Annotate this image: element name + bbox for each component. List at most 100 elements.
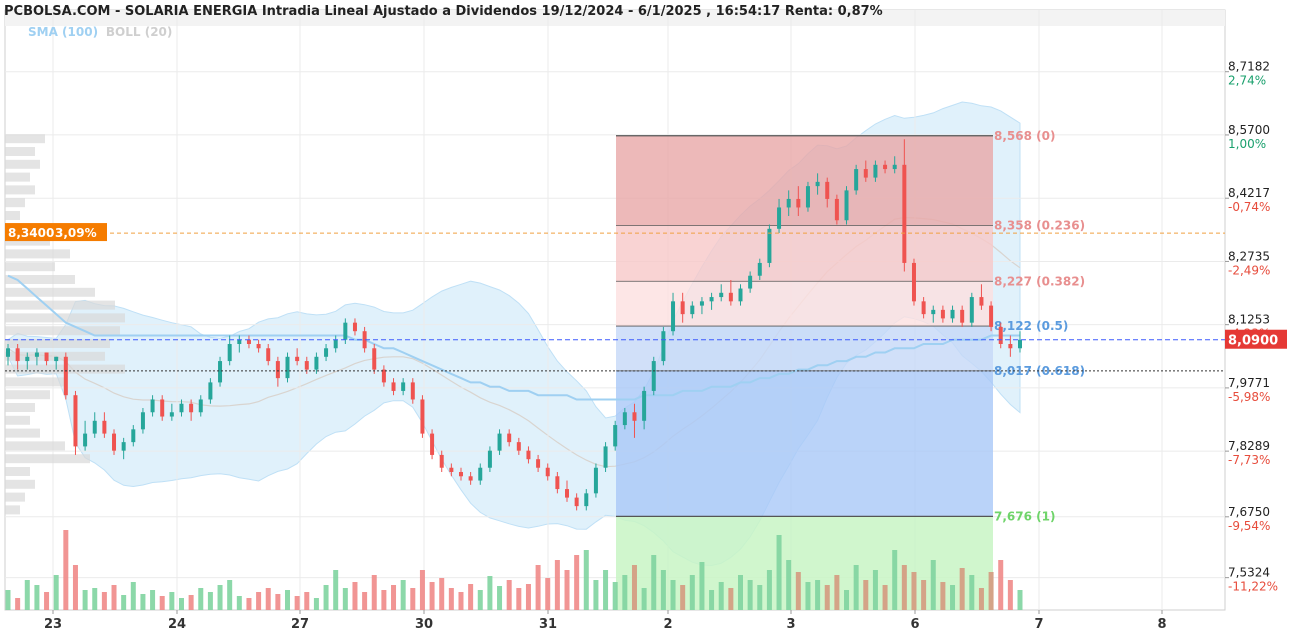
volume-bar xyxy=(603,570,609,610)
volume-bar xyxy=(795,572,801,610)
fib-zone-below xyxy=(616,516,993,610)
volume-bar xyxy=(448,588,454,610)
candle-body xyxy=(873,164,878,178)
volume-bar xyxy=(159,596,165,610)
candle-body xyxy=(208,382,213,400)
candle-body xyxy=(198,399,203,413)
volume-bar xyxy=(362,592,368,610)
volume-bar xyxy=(1017,590,1023,610)
volume-bar xyxy=(506,580,512,610)
chart-title: PCBOLSA.COM - SOLARIA ENERGIA Intradia L… xyxy=(4,4,883,19)
candle-body xyxy=(719,292,724,298)
volume-bar xyxy=(622,575,628,610)
volume-profile-bar xyxy=(5,159,40,169)
candle-body xyxy=(911,262,916,302)
volume-bar xyxy=(911,572,917,610)
candle-body xyxy=(883,164,888,170)
sma-line xyxy=(7,274,1020,401)
volume-profile-bar xyxy=(5,275,75,284)
volume-bar xyxy=(217,585,223,610)
volume-profile-bar xyxy=(5,441,65,451)
volume-bar xyxy=(824,585,830,610)
volume-bar xyxy=(882,585,888,610)
volume-bar xyxy=(564,570,570,610)
candle-body xyxy=(960,309,965,323)
candle-body xyxy=(439,454,444,468)
candle-body xyxy=(632,412,637,421)
volume-bar xyxy=(680,585,686,610)
candle-body xyxy=(844,190,849,221)
candle-body xyxy=(15,348,20,362)
volume-bar xyxy=(121,595,127,610)
candle-body xyxy=(362,331,367,349)
candle-body xyxy=(295,356,300,362)
volume-bar xyxy=(256,592,262,610)
volume-bar xyxy=(998,560,1004,610)
y-tick-pct: -0,74% xyxy=(1228,200,1270,214)
volume-profile-bar xyxy=(5,454,90,464)
volume-bar xyxy=(246,598,252,610)
candle-body xyxy=(651,361,656,391)
reference-tag-pct: 3,09% xyxy=(55,226,97,240)
volume-profile-bar xyxy=(5,147,35,156)
candle-body xyxy=(391,382,396,391)
candle-body xyxy=(275,361,280,379)
candle-body xyxy=(931,309,936,315)
fib-level-label: 8,358 (0.236) xyxy=(994,218,1085,232)
volume-bar xyxy=(63,530,69,610)
y-tick-label: 8,7182 xyxy=(1228,60,1270,74)
legend-sma[interactable]: SMA (100) xyxy=(28,25,99,39)
candle-body xyxy=(989,305,994,327)
candle-body xyxy=(6,348,10,357)
volume-profile-bar xyxy=(5,377,65,387)
y-tick-label: 8,5700 xyxy=(1228,123,1270,137)
candle-body xyxy=(218,361,223,383)
candle-body xyxy=(536,459,541,468)
candle-body xyxy=(343,322,348,340)
candle-body xyxy=(671,301,676,332)
volume-bar xyxy=(140,594,146,610)
volume-bar xyxy=(304,592,310,610)
volume-bar xyxy=(516,588,522,610)
x-tick-label: 3 xyxy=(786,617,795,632)
candle-body xyxy=(372,348,377,370)
candle-body xyxy=(63,356,68,396)
y-tick-label: 8,4217 xyxy=(1228,186,1270,200)
y-tick-label: 7,9771 xyxy=(1228,376,1270,390)
volume-bar xyxy=(34,585,40,610)
volume-bar xyxy=(853,565,859,610)
candle-body xyxy=(256,344,261,349)
candle-body xyxy=(333,339,338,349)
y-tick-label: 7,6750 xyxy=(1228,505,1270,519)
volume-profile-bar xyxy=(5,287,95,297)
volume-bar xyxy=(342,588,348,610)
volume-bar xyxy=(391,585,397,610)
y-tick-pct: -7,73% xyxy=(1228,453,1270,467)
legend-boll[interactable]: BOLL (20) xyxy=(105,25,173,39)
volume-bar xyxy=(265,588,271,610)
volume-profile-bar xyxy=(5,313,125,323)
volume-bar xyxy=(978,588,984,610)
volume-bar xyxy=(227,580,233,610)
volume-bar xyxy=(950,585,956,610)
candle-body xyxy=(131,429,136,443)
candle-body xyxy=(642,390,647,421)
candle-body xyxy=(709,297,714,302)
fib-level-label: 8,122 (0.5) xyxy=(994,319,1068,333)
sma-path xyxy=(7,274,1020,401)
volume-bar xyxy=(294,596,300,610)
volume-bar xyxy=(150,590,156,610)
candle-body xyxy=(102,420,107,434)
y-tick-pct: 2,74% xyxy=(1228,74,1266,88)
volume-bar xyxy=(400,580,406,610)
candle-body xyxy=(458,472,463,477)
x-tick-label: 8 xyxy=(1157,617,1166,632)
volume-bar xyxy=(612,582,618,610)
volume-profile-bar xyxy=(5,211,20,220)
volume-bar xyxy=(487,576,493,610)
candle-body xyxy=(83,433,88,447)
volume-bar xyxy=(766,570,772,610)
candle-body xyxy=(565,489,570,498)
fib-level-label: 8,017 (0.618) xyxy=(994,364,1085,378)
x-tick-label: 2 xyxy=(663,617,672,632)
